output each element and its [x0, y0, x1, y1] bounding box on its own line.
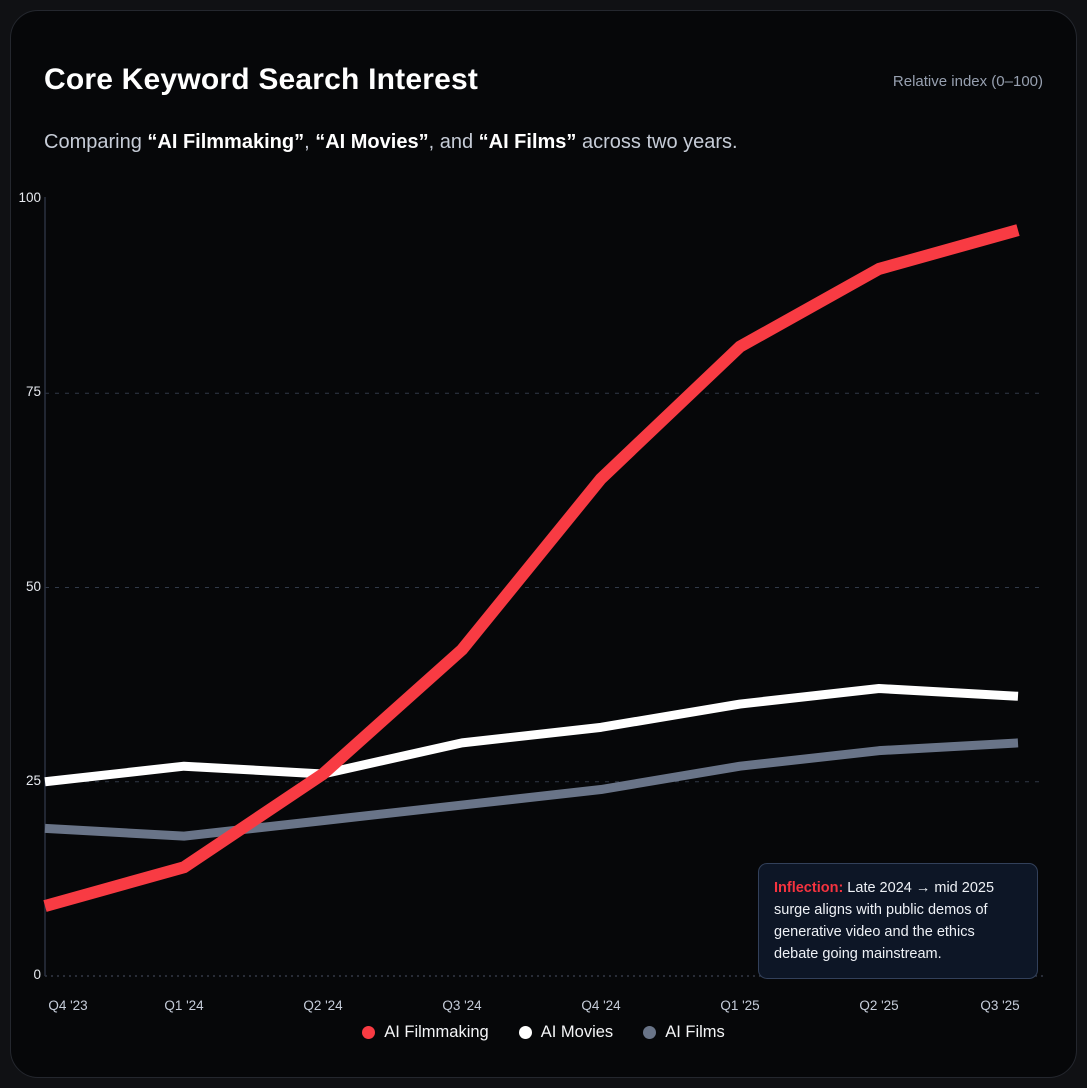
- legend-item-ai-films[interactable]: AI Films: [643, 1023, 725, 1042]
- subtitle-part: “AI Films”: [478, 131, 577, 153]
- y-tick-label-100: 100: [18, 190, 41, 205]
- series-line-ai-films: [44, 738, 1019, 841]
- series-line-ai-movies: [44, 684, 1019, 787]
- x-tick-label: Q2 '24: [303, 998, 343, 1013]
- y-tick-label-50: 50: [25, 578, 41, 594]
- line-chart-plot: [43, 197, 1044, 977]
- x-tick-label: Q4 '23: [48, 998, 88, 1013]
- subtitle-part: Comparing: [44, 131, 148, 153]
- legend-dot-icon: [518, 1026, 532, 1039]
- x-tick-label: Q4 '24: [581, 998, 621, 1013]
- legend-label: AI Movies: [540, 1023, 614, 1041]
- x-tick-label: Q3 '24: [442, 998, 482, 1013]
- x-tick-label: Q1 '25: [720, 998, 760, 1013]
- chart-title: Core Keyword Search Interest: [44, 63, 479, 96]
- chart-subtitle: Comparing “AI Filmmaking”, “AI Movies”, …: [44, 131, 738, 154]
- legend-label: AI Films: [665, 1023, 725, 1041]
- y-tick-label-75: 75: [25, 384, 41, 400]
- legend-item-ai-movies[interactable]: AI Movies: [518, 1023, 614, 1042]
- legend-item-ai-filmmaking[interactable]: AI Filmmaking: [362, 1023, 489, 1042]
- y-tick-label-0: 0: [33, 967, 41, 982]
- subtitle-part: “AI Filmmaking”: [147, 131, 305, 153]
- annotation-label: Inflection:: [774, 880, 844, 896]
- x-tick-label: Q2 '25: [859, 998, 899, 1013]
- x-tick-label: Q1 '24: [164, 998, 204, 1013]
- subtitle-part: , and: [428, 131, 479, 153]
- annotation-text: Late 2024 → mid 2025 surge aligns with p…: [774, 880, 995, 962]
- chart-legend: AI Filmmaking AI Movies AI Films: [11, 1023, 1076, 1042]
- subtitle-part: across two years.: [576, 131, 738, 153]
- chart-card: Core Keyword Search Interest Relative in…: [10, 10, 1077, 1078]
- subtitle-part: “AI Movies”: [315, 131, 429, 153]
- inflection-annotation: Inflection: Late 2024 → mid 2025 surge a…: [758, 863, 1038, 979]
- series-line-ai-filmmaking: [43, 224, 1020, 912]
- y-tick-label-25: 25: [25, 772, 41, 788]
- axis-unit-note: Relative index (0–100): [892, 73, 1043, 90]
- legend-label: AI Filmmaking: [384, 1023, 489, 1041]
- x-tick-label: Q3 '25: [980, 998, 1020, 1013]
- subtitle-part: ,: [304, 131, 316, 153]
- legend-dot-icon: [643, 1026, 657, 1039]
- legend-dot-icon: [362, 1026, 376, 1039]
